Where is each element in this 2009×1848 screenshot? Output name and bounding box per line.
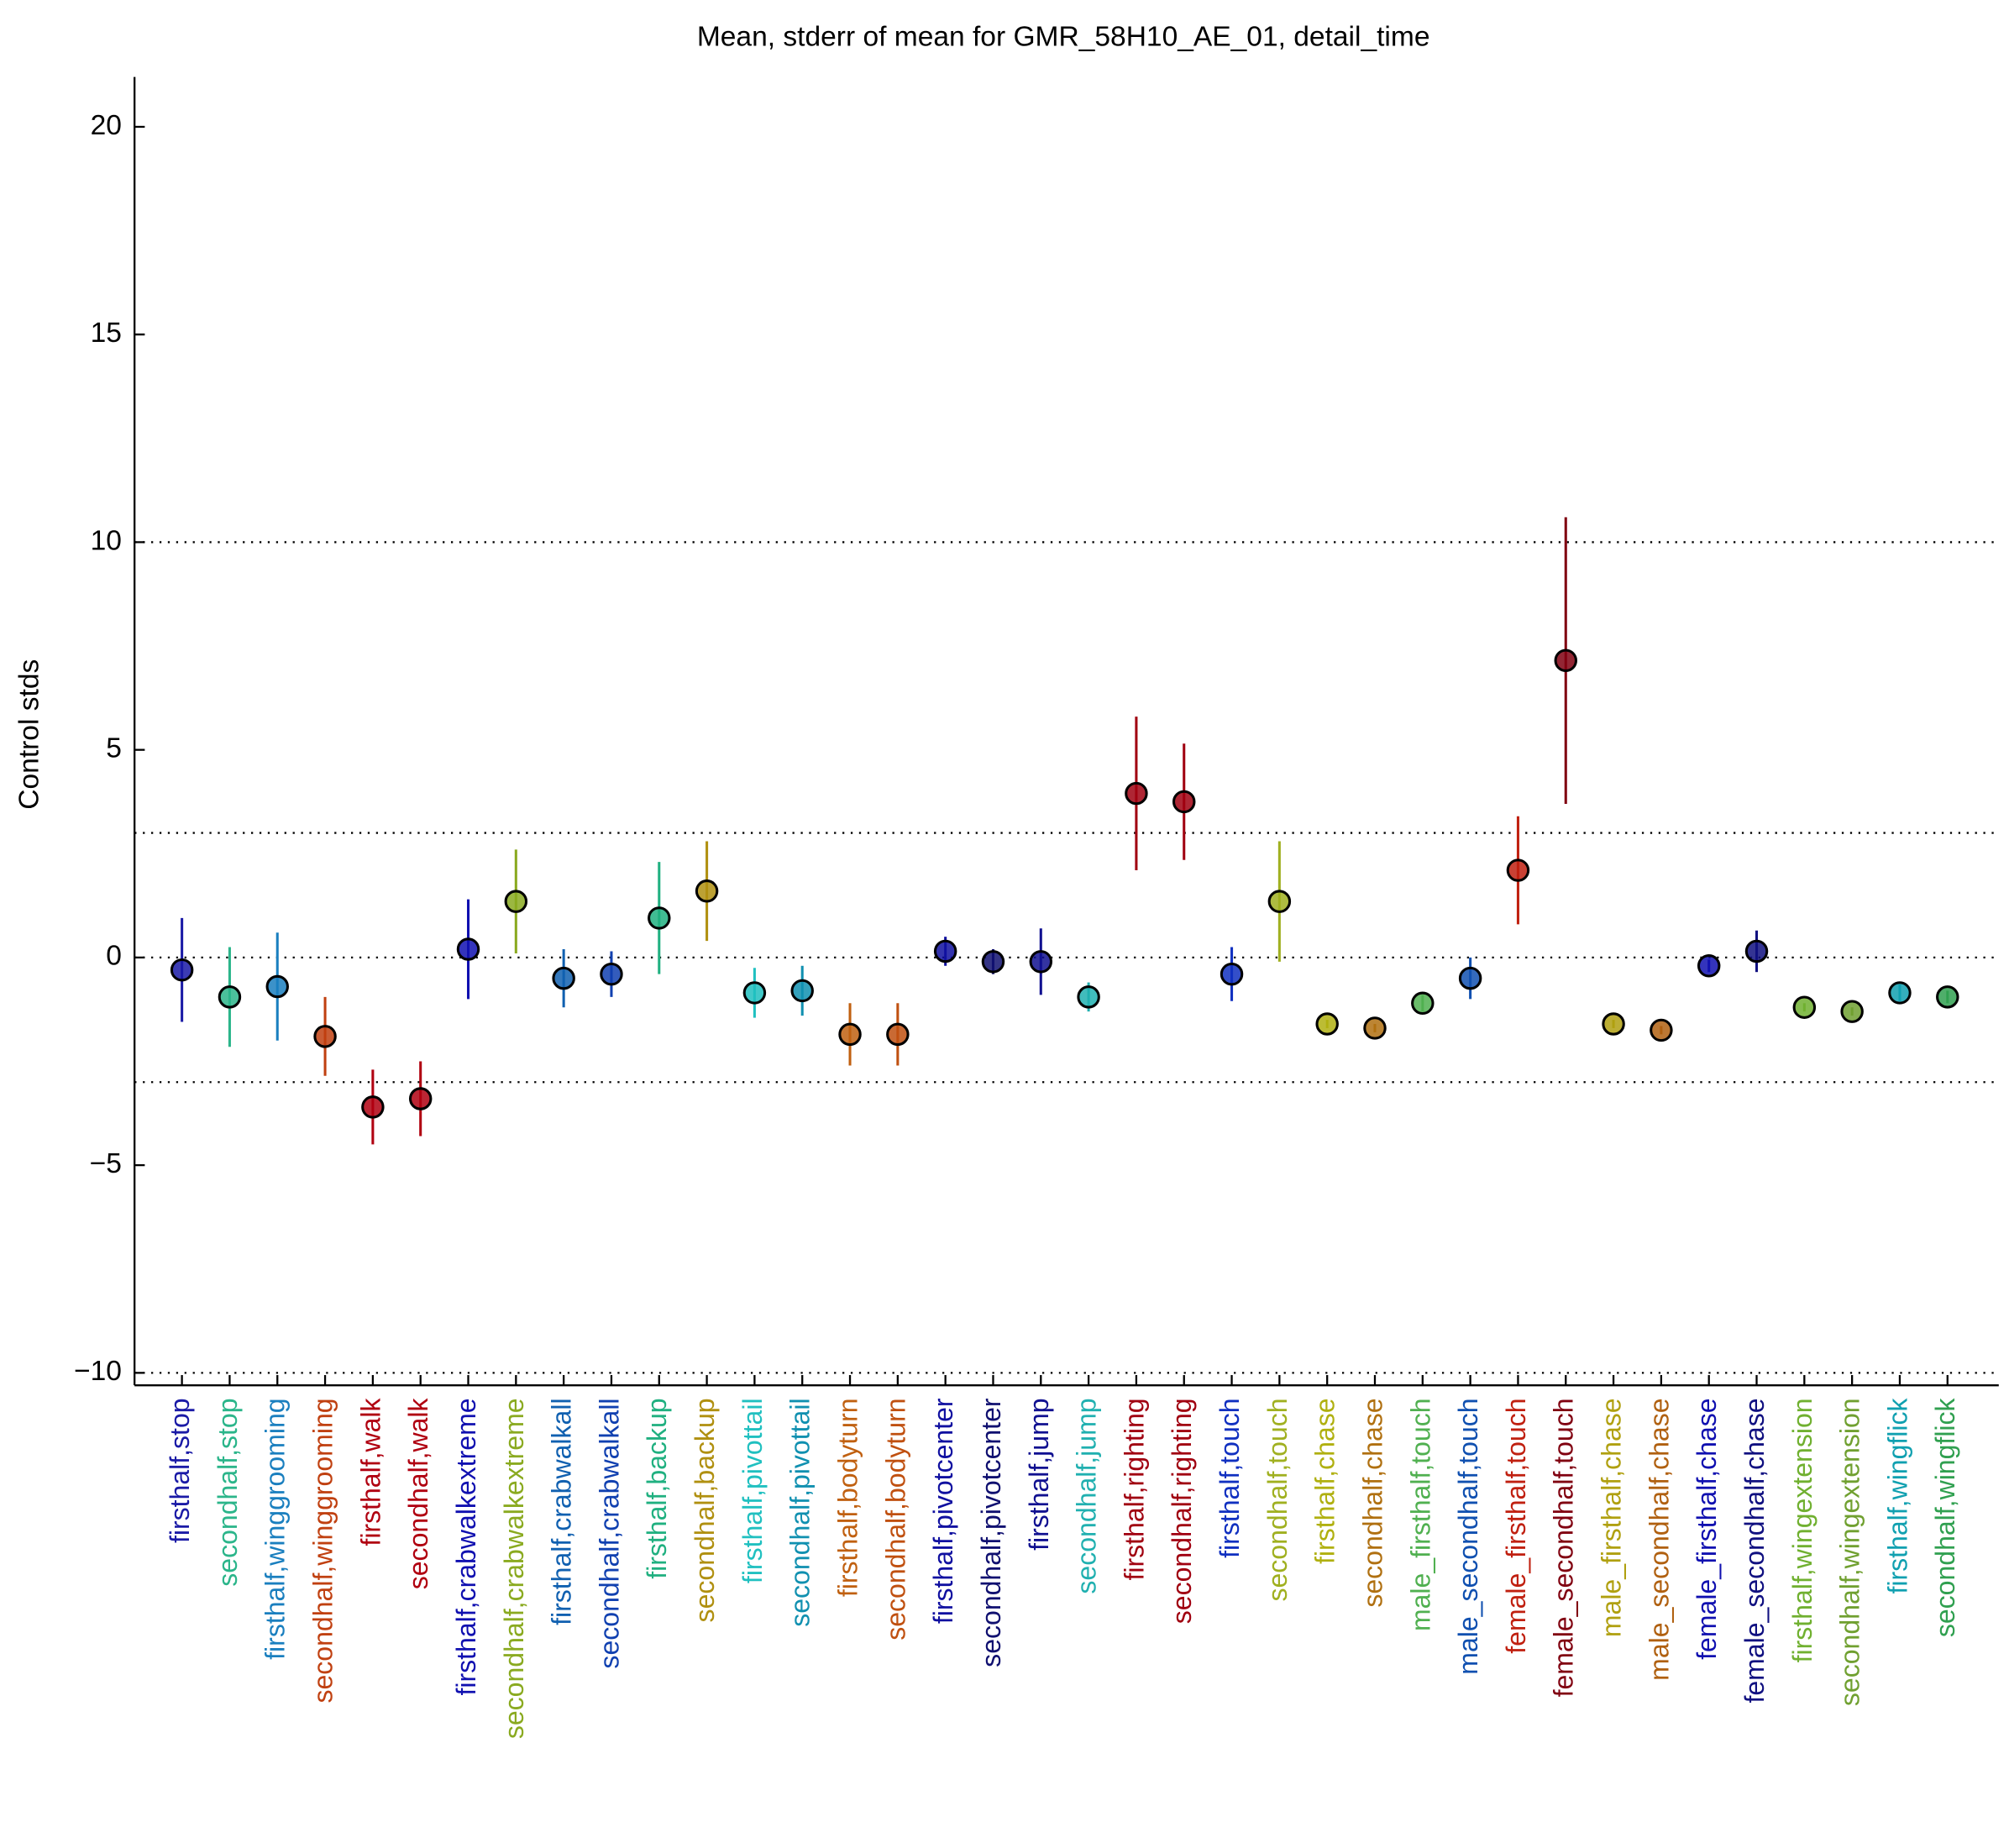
x-tick-label: secondhalf,crabwalkall	[594, 1398, 624, 1668]
mean-marker	[1458, 966, 1482, 990]
x-tick-label: secondhalf,jump	[1072, 1398, 1102, 1593]
y-tick-label: 20	[91, 110, 122, 141]
x-tick-label: firsthalf,stop	[165, 1398, 195, 1543]
mean-marker	[504, 890, 528, 913]
mean-marker	[838, 1022, 862, 1047]
x-tick-label: secondhalf,touch	[1262, 1398, 1293, 1601]
mean-marker	[1888, 981, 1912, 1005]
x-tick-label: secondhalf,chase	[1357, 1398, 1387, 1607]
x-tick-label: male_firsthalf,touch	[1405, 1398, 1435, 1631]
x-tick-label: firsthalf,crabwalkextreme	[451, 1398, 481, 1695]
x-tick-label: male_firsthalf,chase	[1597, 1398, 1627, 1637]
y-axis-label: Control stds	[13, 659, 45, 810]
mean-marker	[600, 962, 623, 986]
x-tick-label: secondhalf,stop	[212, 1398, 243, 1586]
y-tick-label: 0	[106, 941, 122, 972]
mean-marker	[408, 1087, 433, 1110]
x-tick-label: secondhalf,crabwalkextreme	[499, 1398, 529, 1739]
y-tick-label: 5	[106, 733, 122, 764]
mean-marker	[648, 906, 671, 930]
mean-marker	[1744, 939, 1769, 963]
x-tick-label: secondhalf,walk	[403, 1397, 433, 1589]
x-tick-label: firsthalf,pivottail	[737, 1398, 768, 1583]
x-tick-label: female_firsthalf,touch	[1501, 1398, 1531, 1653]
x-tick-label: firsthalf,winggrooming	[260, 1398, 291, 1659]
mean-marker	[1172, 790, 1196, 814]
mean-marker	[552, 966, 575, 990]
mean-marker	[265, 974, 289, 999]
mean-marker	[1840, 1000, 1864, 1023]
mean-marker	[1315, 1012, 1339, 1036]
mean-marker	[1697, 954, 1721, 978]
x-tick-label: secondhalf,wingflick	[1930, 1397, 1960, 1637]
x-tick-label: firsthalf,walk	[355, 1397, 386, 1546]
x-tick-label: firsthalf,bodyturn	[833, 1398, 863, 1597]
x-tick-label: firsthalf,jump	[1024, 1398, 1054, 1550]
x-tick-label: male_secondhalf,chase	[1644, 1398, 1674, 1680]
x-tick-label: firsthalf,chase	[1310, 1398, 1340, 1564]
mean-marker	[361, 1095, 385, 1119]
x-tick-label: firsthalf,righting	[1119, 1398, 1149, 1580]
x-tick-label: firsthalf,crabwalkall	[547, 1398, 577, 1625]
x-tick-label: male_secondhalf,touch	[1453, 1398, 1483, 1674]
x-tick-label: firsthalf,pivotcenter	[928, 1398, 958, 1624]
mean-marker	[218, 985, 242, 1009]
mean-marker	[790, 979, 814, 1003]
mean-marker	[1220, 962, 1244, 986]
mean-marker	[933, 939, 957, 963]
mean-marker	[1125, 781, 1148, 806]
chart-title: Mean, stderr of mean for GMR_58H10_AE_01…	[697, 22, 1430, 53]
y-tick-label: 15	[91, 318, 122, 349]
x-tick-label: secondhalf,pivotcenter	[976, 1398, 1006, 1667]
mean-marker	[1267, 890, 1292, 913]
mean-marker	[1077, 985, 1100, 1009]
x-tick-label: female_firsthalf,chase	[1692, 1398, 1722, 1659]
mean-marker	[1602, 1012, 1625, 1036]
mean-marker	[1554, 648, 1577, 673]
x-tick-label: secondhalf,wingextension	[1835, 1398, 1865, 1706]
x-tick-label: secondhalf,winggrooming	[308, 1398, 338, 1703]
mean-marker	[981, 950, 1005, 974]
x-tick-label: firsthalf,wingextension	[1787, 1398, 1818, 1662]
x-tick-label: secondhalf,righting	[1167, 1398, 1197, 1624]
mean-marker	[1363, 1016, 1387, 1040]
y-tick-label: −10	[74, 1356, 122, 1387]
x-tick-label: secondhalf,bodyturn	[880, 1398, 910, 1640]
x-tick-label: firsthalf,touch	[1214, 1398, 1245, 1557]
x-tick-label: female_secondhalf,touch	[1549, 1398, 1579, 1697]
mean-marker	[313, 1025, 337, 1048]
mean-marker	[1029, 950, 1053, 974]
mean-marker	[742, 981, 767, 1005]
mean-marker	[1792, 995, 1817, 1019]
x-tick-label: secondhalf,pivottail	[785, 1398, 816, 1626]
y-tick-label: 10	[91, 525, 122, 556]
mean-marker	[695, 879, 719, 903]
x-tick-label: secondhalf,backup	[690, 1398, 720, 1622]
mean-marker	[170, 958, 194, 982]
mean-marker	[1650, 1018, 1673, 1042]
x-tick-label: firsthalf,backup	[642, 1398, 672, 1578]
mean-marker	[456, 937, 480, 961]
x-tick-label: firsthalf,wingflick	[1882, 1397, 1912, 1593]
mean-marker	[1411, 991, 1435, 1016]
mean-marker	[1936, 985, 1959, 1009]
mean-marker	[886, 1022, 910, 1047]
x-tick-label: female_secondhalf,chase	[1739, 1398, 1770, 1703]
y-tick-label: −5	[90, 1148, 122, 1179]
mean-marker	[1506, 858, 1530, 882]
